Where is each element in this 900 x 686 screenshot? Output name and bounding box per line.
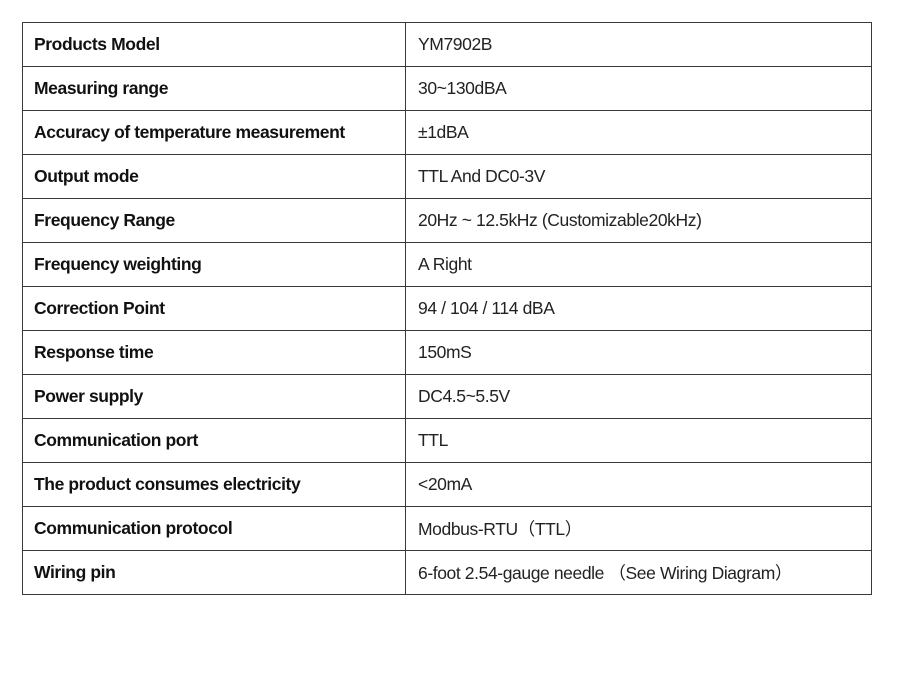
- spec-name: Power supply: [22, 374, 406, 419]
- table-row: The product consumes electricity <20mA: [22, 462, 872, 507]
- spec-value: 94 / 104 / 114 dBA: [405, 286, 872, 331]
- spec-name: Response time: [22, 330, 406, 375]
- spec-value: ±1dBA: [405, 110, 872, 155]
- spec-name: The product consumes electricity: [22, 462, 406, 507]
- table-body: Products Model YM7902B Measuring range 30~1…: [22, 22, 872, 595]
- spec-name: Communication port: [22, 418, 406, 463]
- spec-value: 20Hz ~ 12.5kHz (Customizable20kHz): [405, 198, 872, 243]
- spec-value: YM7902B: [405, 22, 872, 67]
- spec-value: Modbus-RTU（TTL）: [405, 506, 872, 551]
- spec-value: 6-foot 2.54-gauge needle （See Wiring Dia…: [405, 550, 872, 595]
- spec-value: 30~130dBA: [405, 66, 872, 111]
- spec-value: <20mA: [405, 462, 872, 507]
- table-row: Wiring pin 6-foot 2.54-gauge needle （See …: [22, 550, 872, 595]
- spec-name: Communication protocol: [22, 506, 406, 551]
- table-row: Frequency Range 20Hz ~ 12.5kHz (Customiza…: [22, 198, 872, 243]
- table-row: Power supply DC4.5~5.5V: [22, 374, 872, 419]
- spec-name: Products Model: [22, 22, 406, 67]
- spec-name: Accuracy of temperature measurement: [22, 110, 406, 155]
- spec-value: A Right: [405, 242, 872, 287]
- spec-name: Measuring range: [22, 66, 406, 111]
- spec-value: DC4.5~5.5V: [405, 374, 872, 419]
- table-row: Frequency weighting A Right: [22, 242, 872, 287]
- table-row: Output mode TTL And DC0-3V: [22, 154, 872, 199]
- table-row: Measuring range 30~130dBA: [22, 66, 872, 111]
- spec-name: Correction Point: [22, 286, 406, 331]
- spec-name: Frequency weighting: [22, 242, 406, 287]
- spec-name: Output mode: [22, 154, 406, 199]
- table-row: Communication port TTL: [22, 418, 872, 463]
- spec-value: TTL And DC0-3V: [405, 154, 872, 199]
- table-row: Products Model YM7902B: [22, 22, 872, 67]
- spec-value: 150mS: [405, 330, 872, 375]
- spec-value: TTL: [405, 418, 872, 463]
- spec-table: Products Model YM7902B Measuring range 30~1…: [22, 22, 872, 595]
- table-row: Correction Point 94 / 104 / 114 dBA: [22, 286, 872, 331]
- table-row: Response time 150mS: [22, 330, 872, 375]
- table-row: Communication protocol Modbus-RTU（TTL）: [22, 506, 872, 551]
- spec-name: Wiring pin: [22, 550, 406, 595]
- table-row: Accuracy of temperature measurement ±1dBA: [22, 110, 872, 155]
- spec-name: Frequency Range: [22, 198, 406, 243]
